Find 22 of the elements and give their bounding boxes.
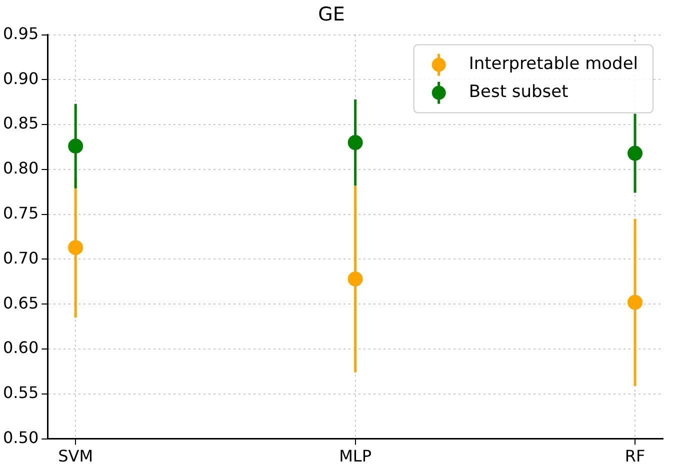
point [628,146,643,161]
y-tick-label: 0.55 [3,383,39,402]
x-tick-label: RF [624,446,646,466]
y-tick-label: 0.80 [3,158,39,178]
legend-label: Best subset [468,82,569,102]
y-tick-label: 0.95 [3,24,39,43]
y-tick-label: 0.75 [3,204,39,223]
y-tick-label: 0.70 [3,248,39,268]
point [348,271,363,286]
point [348,135,363,150]
point [628,294,643,310]
point [68,138,84,154]
legend-label: Interpretable model [468,54,638,74]
y-tick-label: 0.50 [3,428,39,447]
x-tick-label: SVM [58,446,94,466]
y-tick-label: 0.85 [3,114,39,133]
point [68,240,84,256]
y-tick-label: 0.90 [3,68,39,88]
chart-title: GE [318,3,345,26]
y-tick-label: 0.60 [3,338,39,358]
x-tick-label: MLP [339,446,372,466]
y-tick-label: 0.65 [3,293,39,312]
